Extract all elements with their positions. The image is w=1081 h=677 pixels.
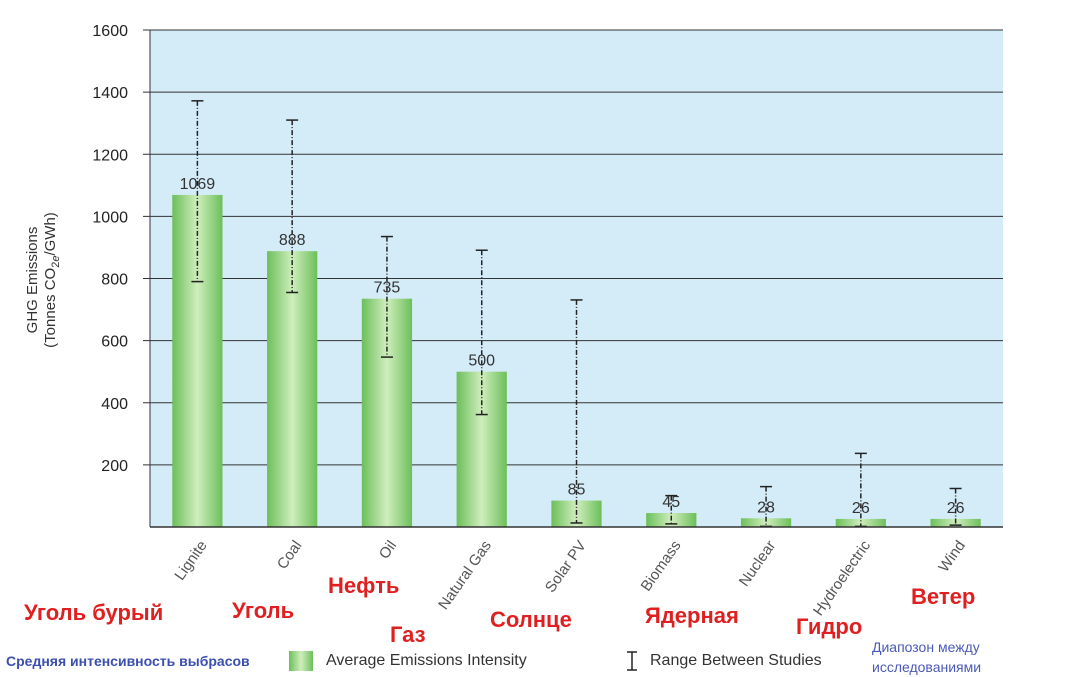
legend-bar-swatch [289, 651, 313, 671]
error-bar-coal [286, 119, 299, 294]
y-axis-label-line1: GHG Emissions [24, 227, 41, 334]
annotation-nuclear: Ядерная [645, 603, 739, 628]
category-label: Nuclear [736, 538, 780, 590]
annotation-coal: Уголь [232, 598, 295, 623]
annotation-legend-range: Диапозон между исследованиями [872, 639, 982, 675]
error-bar-lignite [191, 100, 204, 283]
y-axis-label-line2: (Tonnes CO2e/GWh) [42, 212, 62, 348]
y-tick-label: 1400 [92, 85, 128, 102]
error-bars [191, 100, 962, 528]
category-label: Oil [376, 538, 400, 563]
error-bar-biomass [665, 494, 678, 525]
data-label: 45 [662, 494, 680, 511]
category-label: Lignite [171, 538, 210, 584]
annotation-gas: Газ [390, 622, 426, 647]
category-label: Hydroelectric [810, 537, 874, 619]
annotation-solar: Солнце [490, 607, 572, 632]
y-tick-label: 600 [101, 334, 128, 351]
data-label: 500 [468, 353, 495, 370]
annotation-legend-bar: Средняя интенсивность выбрасов [6, 653, 250, 669]
bar-hydroelectric [835, 518, 886, 527]
bar-nuclear [740, 518, 792, 527]
data-label: 888 [279, 232, 306, 249]
error-bar-natural-gas [475, 249, 488, 416]
y-tick-label: 400 [101, 396, 128, 413]
annotation-wind: Ветер [911, 584, 976, 609]
annotation-hydro: Гидро [796, 614, 863, 639]
category-label: Biomass [638, 538, 685, 595]
data-label: 85 [568, 482, 586, 499]
category-label: Coal [274, 538, 306, 573]
legend-range-label: Range Between Studies [650, 652, 822, 669]
data-label: 26 [947, 500, 965, 517]
data-label: 1069 [180, 176, 216, 193]
data-labels: 1069 888 735 500 85 45 28 26 26 [180, 176, 965, 517]
error-bar-solar-pv [570, 299, 583, 524]
y-tick-label: 800 [101, 272, 128, 289]
category-label: Wind [935, 538, 969, 576]
data-label: 26 [852, 500, 870, 517]
y-tick-labels: 200 400 600 800 1000 1200 1400 1600 [92, 23, 128, 475]
annotation-lignite: Уголь бурый [24, 600, 164, 625]
legend-range-icon [627, 651, 637, 671]
category-label: Natural Gas [435, 538, 495, 613]
y-tick-label: 1000 [92, 209, 128, 226]
data-label: 28 [757, 499, 775, 516]
bar-oil [361, 298, 413, 527]
data-label: 735 [374, 280, 401, 297]
category-label: Solar PV [542, 538, 590, 596]
annotation-oil: Нефть [328, 573, 400, 598]
legend-bar-label: Average Emissions Intensity [326, 652, 527, 669]
error-bar-oil [380, 235, 393, 358]
y-tick-label: 200 [101, 458, 128, 475]
error-bar-wind [949, 487, 962, 526]
y-tick-label: 1600 [92, 23, 128, 40]
bar-lignite [172, 194, 223, 527]
bar-coal [267, 251, 318, 528]
y-tick-label: 1200 [92, 147, 128, 164]
